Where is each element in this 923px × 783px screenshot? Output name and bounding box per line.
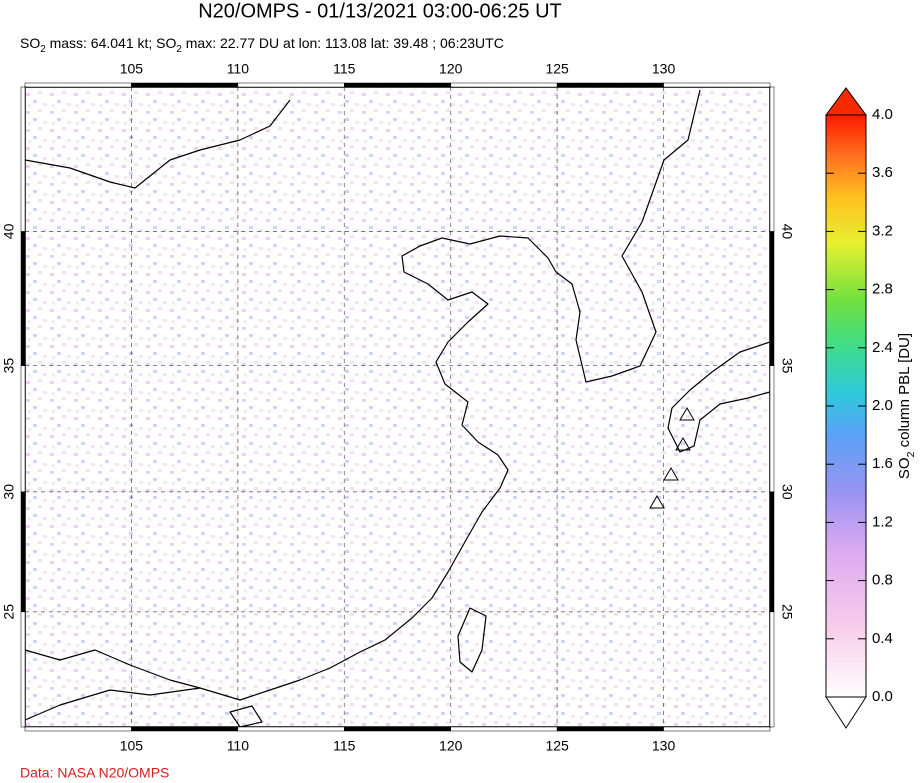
lon-tick-label: 115 xyxy=(333,738,356,754)
colorbar-tick-label: 0.4 xyxy=(872,630,893,647)
japan-coast xyxy=(667,341,771,453)
colorbar-tick-label: 0.8 xyxy=(872,572,893,589)
frame-segment xyxy=(344,726,451,732)
frame-segment xyxy=(131,82,239,88)
frame-segment xyxy=(450,82,558,88)
frame-segment xyxy=(556,82,664,88)
lon-tick-label: 130 xyxy=(652,738,676,754)
lat-tick-label: 35 xyxy=(779,358,795,374)
lon-tick-label: 115 xyxy=(333,61,356,77)
lat-tick-label: 35 xyxy=(1,358,17,374)
frame-segment xyxy=(556,726,664,732)
hainan-coast xyxy=(229,705,263,728)
frame-segment xyxy=(663,726,771,732)
colorbar-tick-label: 4.0 xyxy=(872,106,893,123)
frame-segment xyxy=(344,82,451,88)
frame-segment xyxy=(20,231,26,366)
frame-segment xyxy=(237,726,345,732)
colorbar-tick-label: 1.6 xyxy=(872,455,893,472)
vietnam-border xyxy=(24,649,201,689)
lat-tick-label: 30 xyxy=(1,484,17,500)
colorbar-tick-label: 1.2 xyxy=(872,513,893,530)
korea-coast xyxy=(555,89,701,383)
text-part: SO xyxy=(896,457,913,479)
frame-segment xyxy=(131,726,239,732)
lat-tick-label: 40 xyxy=(779,224,795,240)
frame-segment xyxy=(663,82,771,88)
colorbar-tick-label: 2.8 xyxy=(872,281,893,298)
china-coast xyxy=(24,235,557,721)
subscript: 2 xyxy=(905,451,917,457)
frame-segment xyxy=(450,726,558,732)
frame-segment xyxy=(20,86,26,232)
subscript: 2 xyxy=(40,44,45,55)
frame-segment xyxy=(769,86,775,232)
colorbar-tick-label: 2.4 xyxy=(872,339,893,356)
lon-tick-label: 125 xyxy=(545,738,569,754)
frame-segment xyxy=(769,365,775,493)
lat-tick-label: 25 xyxy=(1,604,17,620)
colorbar-tick-label: 3.6 xyxy=(872,164,893,181)
lon-tick-label: 120 xyxy=(439,61,463,77)
colorbar xyxy=(825,87,867,729)
lon-tick-label: 110 xyxy=(227,61,250,77)
text-part: max: 22.77 DU at lon: 113.08 lat: 39.48 … xyxy=(182,35,504,51)
lat-tick-label: 30 xyxy=(779,484,795,500)
frame-segment xyxy=(24,726,132,732)
retrieval-texture xyxy=(25,87,770,727)
colorbar-tick-label: 3.2 xyxy=(872,222,893,239)
text-part: SO xyxy=(20,35,40,51)
frame-segment xyxy=(20,491,26,613)
mongolia-border xyxy=(24,99,291,189)
lon-tick-label: 120 xyxy=(439,738,463,754)
taiwan-coast xyxy=(457,607,487,673)
colorbar-under xyxy=(825,696,867,729)
credit: Data: NASA N20/OMPS xyxy=(20,765,169,781)
volcano-markers xyxy=(649,407,695,509)
colorbar-tick-label: 0.0 xyxy=(872,688,893,705)
colorbar-label: SO2 column PBL [DU] xyxy=(896,333,917,479)
colorbar-tick-label: 2.0 xyxy=(872,397,893,414)
frame-segment xyxy=(769,611,775,728)
subtitle: SO2 mass: 64.041 kt; SO2 max: 22.77 DU a… xyxy=(20,35,504,55)
lon-tick-label: 125 xyxy=(545,61,569,77)
coastlines xyxy=(24,89,771,728)
text-part: column PBL [DU] xyxy=(896,333,913,452)
lat-tick-label: 40 xyxy=(1,223,17,239)
frame-segment xyxy=(20,365,26,493)
lon-tick-label: 105 xyxy=(120,61,144,77)
map-area xyxy=(20,82,775,732)
colorbar-over xyxy=(825,87,867,116)
lon-tick-label: 130 xyxy=(652,61,676,77)
frame-segment xyxy=(237,82,345,88)
lon-tick-label: 110 xyxy=(227,738,250,754)
lon-tick-label: 105 xyxy=(120,738,144,754)
text-part: mass: 64.041 kt; SO xyxy=(46,35,177,51)
frame-segment xyxy=(24,82,132,88)
frame-segment xyxy=(769,491,775,613)
lat-tick-label: 25 xyxy=(779,604,795,620)
title: N20/OMPS - 01/13/2021 03:00-06:25 UT xyxy=(198,0,562,22)
frame-segment xyxy=(20,611,26,728)
frame-segment xyxy=(769,231,775,366)
subscript: 2 xyxy=(176,44,181,55)
